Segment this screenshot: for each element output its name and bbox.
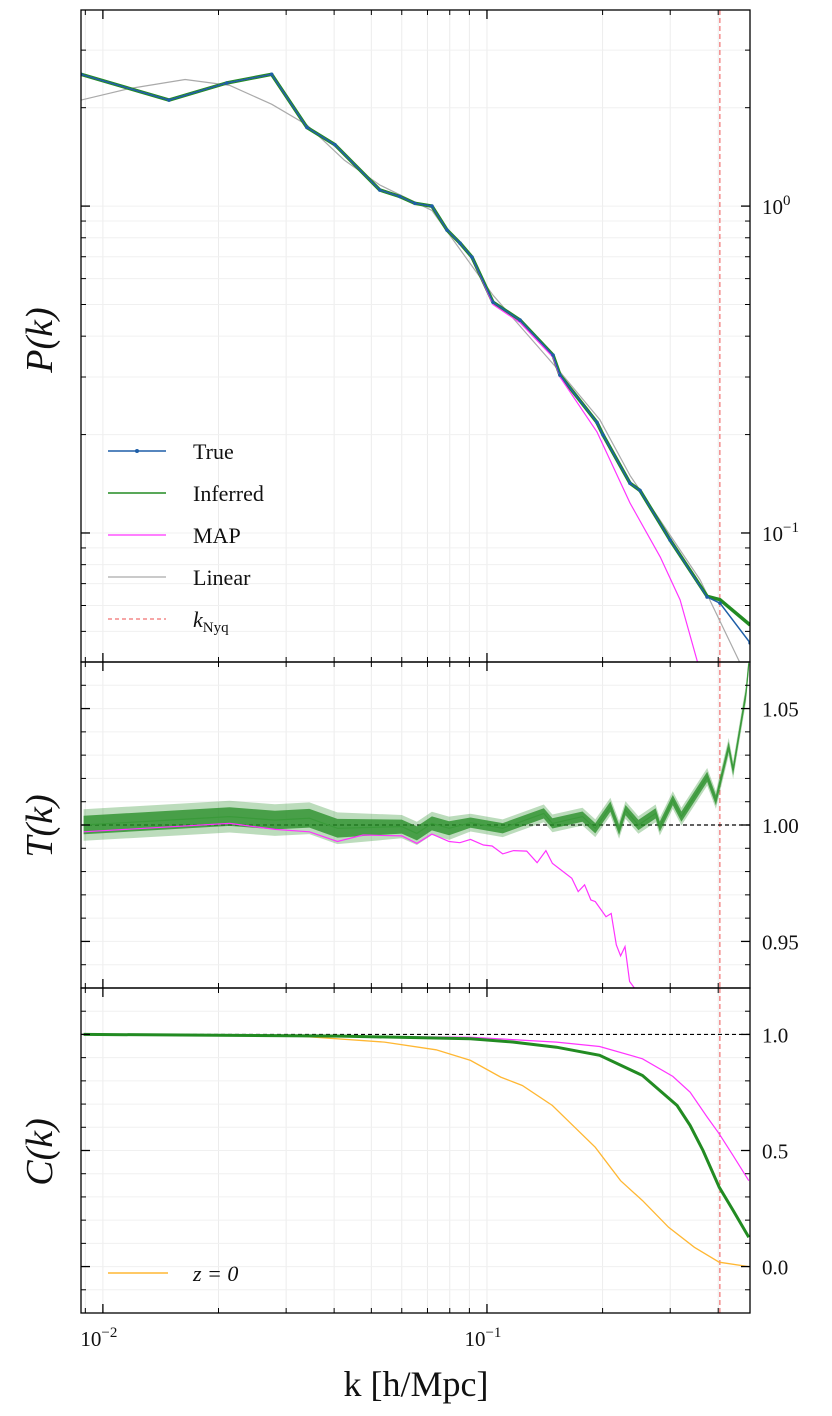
pk-point-true bbox=[718, 601, 722, 605]
y-tick-label: 0.0 bbox=[762, 1256, 788, 1280]
tick-exponent: −1 bbox=[485, 1325, 501, 1341]
legend-label-nyquist: kNyq bbox=[193, 607, 229, 636]
legend-label-nyquist-sub: Nyq bbox=[203, 620, 229, 636]
ck-line-inferred bbox=[83, 1032, 750, 1239]
tick-exponent: −2 bbox=[101, 1325, 117, 1341]
legend-label-inferred: Inferred bbox=[193, 481, 264, 506]
y-tick-label: 1.0 bbox=[762, 1023, 788, 1047]
pk-point-true bbox=[551, 353, 555, 357]
y-axis-label-tk: T(k) bbox=[19, 794, 61, 857]
pk-point-true bbox=[224, 81, 229, 85]
pk-point-true bbox=[638, 488, 642, 493]
x-tick-label: 10−2 bbox=[80, 1325, 117, 1351]
pk-point-true bbox=[458, 241, 462, 245]
tick-base: 10 bbox=[762, 195, 783, 219]
pk-point-true bbox=[470, 255, 474, 259]
legend-label-z0: z = 0 bbox=[192, 1261, 238, 1286]
tick-base: 10 bbox=[762, 522, 783, 546]
pk-line-true bbox=[81, 73, 750, 644]
pk-point-true bbox=[601, 433, 605, 437]
pk-series-group bbox=[81, 72, 750, 662]
tick-base: 10 bbox=[464, 1327, 485, 1351]
pk-point-true bbox=[558, 373, 562, 377]
pk-point-true bbox=[595, 420, 599, 425]
axes-frames bbox=[80, 9, 751, 1314]
pk-point-true bbox=[668, 538, 672, 542]
tk-line-map bbox=[83, 822, 636, 988]
pk-line-map bbox=[81, 73, 699, 662]
legend-top: True Inferred MAP Linear kNyq bbox=[108, 439, 264, 636]
y-tick-label: 1.00 bbox=[762, 814, 799, 838]
y-tick-label: 100 bbox=[762, 193, 791, 219]
pk-point-true bbox=[518, 318, 522, 322]
x-tick-label: 10−1 bbox=[464, 1325, 501, 1351]
pk-point-true bbox=[333, 142, 337, 147]
pk-point-true bbox=[167, 98, 171, 102]
pk-point-true bbox=[430, 204, 434, 208]
pk-point-true bbox=[445, 228, 449, 232]
legend-label-nyquist-k: k bbox=[193, 607, 204, 632]
pk-point-true bbox=[269, 72, 274, 77]
tk-band-1sigma bbox=[83, 662, 749, 841]
y-tick-label: 10−1 bbox=[762, 520, 799, 546]
legend-bottom: z = 0 bbox=[108, 1261, 238, 1286]
pk-point-true bbox=[413, 201, 417, 206]
tk-line-inferred bbox=[83, 663, 750, 835]
legend-label-linear: Linear bbox=[193, 565, 251, 590]
pk-point-true bbox=[398, 194, 402, 199]
tick-exponent: 0 bbox=[783, 193, 791, 209]
y-tick-label: 1.05 bbox=[762, 698, 799, 722]
pk-point-true bbox=[305, 125, 309, 130]
chart-marks bbox=[81, 10, 750, 1313]
tick-base: 10 bbox=[80, 1327, 101, 1351]
tk-series-group bbox=[83, 662, 750, 988]
grid-lines bbox=[81, 10, 750, 1314]
ck-line-map bbox=[83, 1033, 750, 1182]
pk-point-true bbox=[628, 481, 632, 485]
legend-label-true: True bbox=[193, 439, 234, 464]
tick-exponent: −1 bbox=[783, 520, 799, 536]
y-axis-label-pk: P(k) bbox=[19, 307, 61, 373]
legend-label-map: MAP bbox=[193, 523, 241, 548]
y-axis-label-ck: C(k) bbox=[19, 1118, 61, 1186]
legend-marker-true bbox=[135, 449, 139, 453]
pk-line-linear bbox=[81, 78, 741, 662]
ck-line-z0 bbox=[83, 1033, 749, 1268]
pk-point-true bbox=[378, 188, 382, 192]
y-tick-label: 0.95 bbox=[762, 930, 799, 954]
pk-point-true bbox=[491, 300, 495, 305]
pk-line-inferred bbox=[81, 72, 750, 627]
ck-series-group bbox=[83, 1032, 750, 1268]
x-axis-label: k [h/Mpc] bbox=[344, 1364, 489, 1404]
y-tick-label: 0.5 bbox=[762, 1140, 788, 1164]
pk-point-true bbox=[705, 595, 709, 599]
